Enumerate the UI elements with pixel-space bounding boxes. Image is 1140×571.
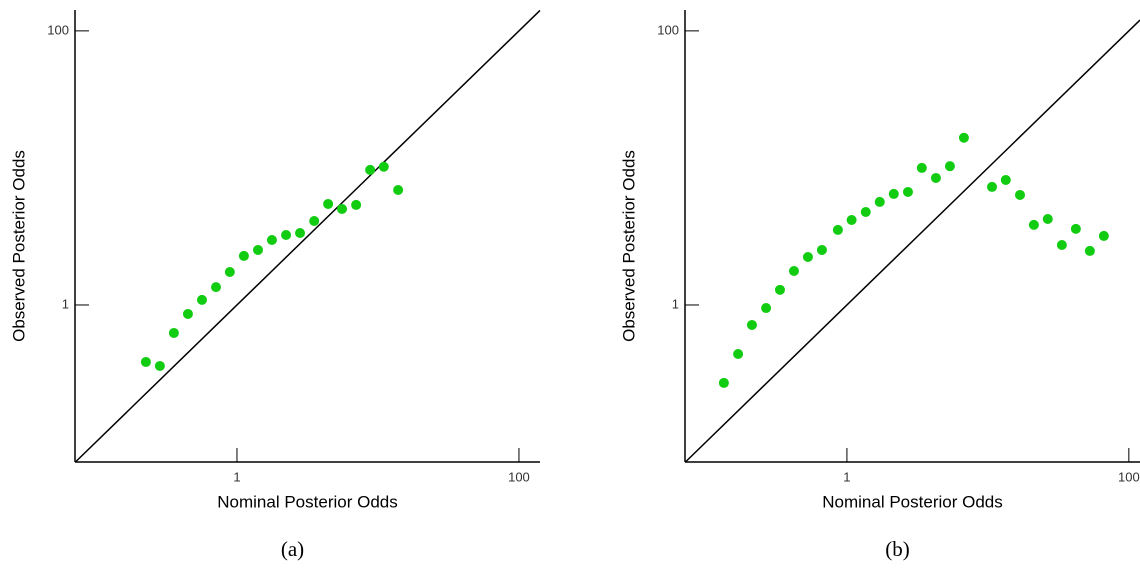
point xyxy=(266,234,277,245)
point xyxy=(253,244,264,255)
point xyxy=(888,188,899,199)
point xyxy=(224,267,235,278)
point xyxy=(365,164,376,175)
point xyxy=(238,250,249,261)
point xyxy=(378,161,389,172)
point xyxy=(337,203,348,214)
point xyxy=(746,319,757,330)
y-tick-label: 100 xyxy=(657,22,679,37)
point xyxy=(958,132,969,143)
y-axis-label: Observed Posterior Odds xyxy=(619,150,638,342)
point xyxy=(832,224,843,235)
point xyxy=(930,172,941,183)
x-tick-label: 100 xyxy=(508,469,530,484)
point xyxy=(987,181,998,192)
point xyxy=(154,360,165,371)
x-tick-label: 1 xyxy=(233,469,240,484)
point xyxy=(351,199,362,210)
caption: (a) xyxy=(281,537,304,561)
point xyxy=(1084,245,1095,256)
point xyxy=(1070,223,1081,234)
point xyxy=(774,284,785,295)
point xyxy=(944,161,955,172)
point xyxy=(816,244,827,255)
point xyxy=(182,308,193,319)
x-tick-label: 100 xyxy=(1118,469,1140,484)
point xyxy=(295,228,306,239)
point xyxy=(140,356,151,367)
point xyxy=(1015,189,1026,200)
point xyxy=(718,377,729,388)
point xyxy=(1098,230,1109,241)
point xyxy=(393,185,404,196)
y-tick-label: 1 xyxy=(62,296,69,311)
point xyxy=(1056,239,1067,250)
point xyxy=(281,230,292,241)
point xyxy=(761,303,772,314)
point xyxy=(1000,174,1011,185)
x-axis-label: Nominal Posterior Odds xyxy=(217,492,397,511)
point xyxy=(846,214,857,225)
y-axis-label: Observed Posterior Odds xyxy=(9,150,28,342)
point xyxy=(168,327,179,338)
point xyxy=(874,196,885,207)
point xyxy=(860,206,871,217)
point xyxy=(197,294,208,305)
point xyxy=(309,215,320,226)
point xyxy=(788,265,799,276)
x-tick-label: 1 xyxy=(843,469,850,484)
identity-line xyxy=(74,9,541,463)
y-tick-label: 100 xyxy=(47,22,69,37)
identity-line xyxy=(684,19,1140,463)
point xyxy=(323,198,334,209)
point xyxy=(210,282,221,293)
point xyxy=(902,186,913,197)
point xyxy=(916,162,927,173)
point xyxy=(802,251,813,262)
x-axis-label: Nominal Posterior Odds xyxy=(822,492,1002,511)
point xyxy=(733,348,744,359)
caption: (b) xyxy=(885,537,910,561)
point xyxy=(1042,213,1053,224)
y-tick-label: 1 xyxy=(672,296,679,311)
point xyxy=(1028,219,1039,230)
